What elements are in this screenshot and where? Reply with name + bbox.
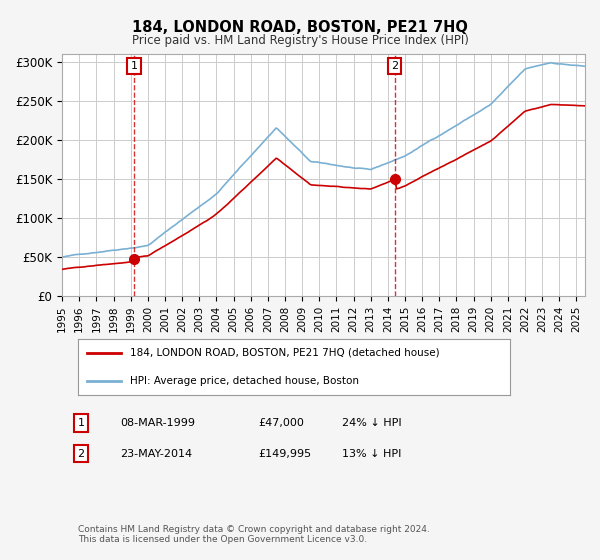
Text: HPI: Average price, detached house, Boston: HPI: Average price, detached house, Bost… [130, 376, 359, 386]
Text: 184, LONDON ROAD, BOSTON, PE21 7HQ: 184, LONDON ROAD, BOSTON, PE21 7HQ [132, 20, 468, 35]
Text: Price paid vs. HM Land Registry's House Price Index (HPI): Price paid vs. HM Land Registry's House … [131, 34, 469, 46]
Text: 24% ↓ HPI: 24% ↓ HPI [342, 418, 401, 428]
Text: 23-MAY-2014: 23-MAY-2014 [120, 449, 192, 459]
Text: 184, LONDON ROAD, BOSTON, PE21 7HQ (detached house): 184, LONDON ROAD, BOSTON, PE21 7HQ (deta… [130, 348, 439, 358]
Text: 08-MAR-1999: 08-MAR-1999 [120, 418, 195, 428]
Text: 13% ↓ HPI: 13% ↓ HPI [342, 449, 401, 459]
Text: £149,995: £149,995 [258, 449, 311, 459]
Text: 2: 2 [77, 449, 85, 459]
Text: Contains HM Land Registry data © Crown copyright and database right 2024.
This d: Contains HM Land Registry data © Crown c… [78, 525, 430, 544]
Text: 1: 1 [77, 418, 85, 428]
Text: 1: 1 [130, 61, 137, 71]
Text: 2: 2 [391, 61, 398, 71]
Text: £47,000: £47,000 [258, 418, 304, 428]
